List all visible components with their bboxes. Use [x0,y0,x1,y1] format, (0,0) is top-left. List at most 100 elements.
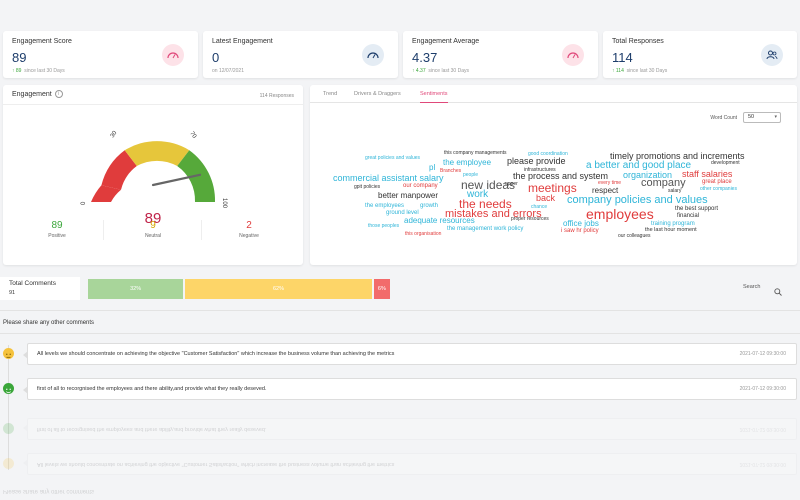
cloud-word: new ideas [461,178,516,192]
cloud-word: pl [429,163,436,172]
engagement-gauge: 0 30 70 100 89 [81,130,227,227]
happy-face-icon [3,383,14,394]
cloud-word: please provide [507,156,566,166]
happy-face-icon [3,423,14,434]
kpi-value: 0 [212,50,220,65]
cloud-word: every time [598,180,622,186]
gauge-segment-red-base [91,185,121,202]
comment-card[interactable]: first of all to recorgnised the employee… [23,378,797,400]
word-cloud: good coordination this company managemen… [310,85,797,265]
sentiment-bar-negative: 6% [373,279,390,299]
gauge-segment-red [101,150,137,190]
kpi-card-total-responses: Total Responses 114 ↑ 114 since last 30 … [603,31,797,78]
gauge-icon [562,44,584,66]
cloud-word: development [711,160,740,166]
kpi-value: 4.37 [412,50,438,65]
cloud-word: the employee [443,158,492,167]
stat-negative: 2 Negative [201,220,297,239]
responses-count: 114 Responses [259,93,294,99]
comment-text: All levels we should concentrate on achi… [37,351,395,357]
stat-label: Positive [48,233,66,239]
cloud-word: infrastructures [524,167,556,173]
cloud-word: training program [651,221,695,227]
stat-neutral: 9 Neutral [105,220,201,239]
kpi-subtext: ↑ 4.37 since last 30 Days [412,68,469,74]
total-comments-count: 91 [9,290,16,296]
cloud-word: timely promotions and increments [610,151,745,161]
cloud-word: the management work policy [447,226,524,232]
cloud-word: upper [505,181,518,187]
gauge-tick-30: 30 [110,130,119,139]
cloud-word: a better and good place [586,160,692,171]
cloud-word: the best support [675,206,719,212]
cloud-word: i saw hr policy [561,228,599,234]
cloud-word: great place [702,179,732,185]
cloud-word: people [463,172,479,178]
cloud-word: financial [677,213,700,219]
cloud-word: this organisation [405,231,442,237]
stat-value: 9 [150,220,156,231]
cloud-word: meetings [528,181,577,195]
cloud-word: Branches [440,168,462,174]
comments-prompt: Please share any other comments [3,320,95,326]
cloud-word: company policies and values [567,194,708,206]
gauge-icon [162,44,184,66]
kpi-card-latest-engagement: Latest Engagement 0 on 12/07/2021 [203,31,398,78]
cloud-word: ground level [386,210,419,216]
sentiments-card: Trend Drivers & Draggers Sentiments Word… [310,85,797,265]
comment-date: 2021-07-12 09:30:00 [739,386,786,392]
kpi-title: Engagement Average [412,38,480,45]
comments-prompt-reflection: Please share any other comments [3,488,95,494]
cloud-word: the needs [459,197,512,211]
chevron-down-icon: ▾ [774,114,777,120]
comment-date: 2021-07-12 09:30:00 [739,426,786,432]
kpi-title: Total Responses [612,38,664,45]
tab-bar: Trend Drivers & Draggers Sentiments [310,85,797,103]
stat-value: 2 [246,220,252,231]
divider [3,104,303,105]
comment-card[interactable]: All levels we should concentrate on achi… [23,343,797,365]
cloud-word: the employees [365,203,405,209]
gauge-tick-70: 70 [188,131,197,140]
divider [103,220,104,240]
neutral-face-icon [3,458,14,469]
stat-value: 89 [51,220,63,231]
kpi-title: Latest Engagement [212,38,273,45]
search-label[interactable]: Search [743,284,761,290]
divider [201,220,202,240]
kpi-card-engagement-average: Engagement Average 4.37 ↑ 4.37 since las… [403,31,598,78]
cloud-word: growth [420,203,439,209]
divider [0,333,800,334]
tab-sentiments[interactable]: Sentiments [420,91,448,103]
cloud-word: company [641,177,686,189]
cloud-word: employees [586,206,654,222]
cloud-word: proper resources [511,216,549,222]
comment-text: first of all to recorgnised the employee… [37,386,267,392]
tab-trend[interactable]: Trend [323,91,338,97]
cloud-word: other companies [700,186,737,192]
gauge-tick-100: 100 [221,198,227,209]
sentiment-bar-positive: 32% [88,279,184,299]
cloud-word: our colleagues [618,233,651,239]
comment-text: All levels we should concentrate on achi… [37,461,395,467]
gauge-icon [362,44,384,66]
cloud-word: respect [592,186,619,195]
cloud-word: better manpower [378,191,439,200]
kpi-subtext: ↑ 114 since last 30 Days [612,68,668,74]
info-icon[interactable]: i [54,90,63,98]
cloud-word: adequate resources [404,216,475,225]
cloud-word: the last hour moment [645,227,697,233]
search-icon[interactable] [774,283,782,301]
total-comments-label: Total Comments [9,280,56,287]
cloud-word: mistakes and errors [445,208,542,220]
sentiment-bar-neutral: 62% [185,279,372,299]
comment-date: 2021-07-12 09:30:00 [739,351,786,357]
cloud-word: those peoples [368,223,400,229]
cloud-word: chance [531,204,548,210]
cloud-word: organization [623,170,673,180]
tab-drivers-draggers[interactable]: Drivers & Draggers [354,91,401,97]
cloud-word: great policies and values [365,155,421,161]
word-count-select[interactable]: 50 ▾ [743,112,781,123]
gauge-tick-0: 0 [81,201,87,205]
cloud-word: commercial assistant salary [333,173,444,183]
